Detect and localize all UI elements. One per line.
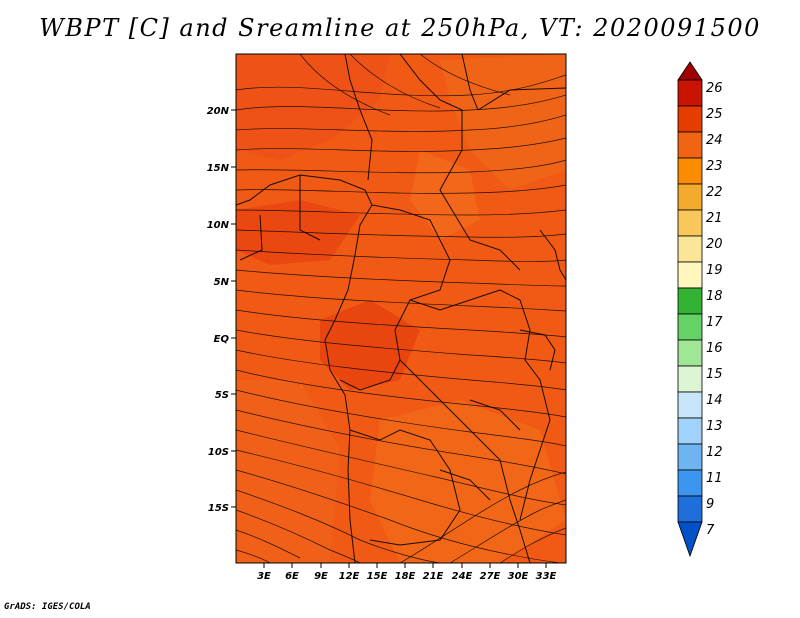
lat-label: EQ: [214, 334, 230, 345]
lon-label: 9E: [314, 571, 328, 582]
colorbar-swatch: [677, 79, 703, 107]
colorbar-label: 13: [706, 419, 723, 434]
colorbar-swatch: [677, 209, 703, 237]
lon-labels: 3E 6E 9E 12E 15E 18E 21E 24E 27E 30E 33E: [257, 571, 556, 582]
colorbar-swatch: [677, 495, 703, 523]
lon-label: 21E: [423, 571, 444, 582]
lon-label: 18E: [395, 571, 416, 582]
lat-labels: 20N 15N 10N 5N EQ 5S 10S 15S: [207, 106, 230, 514]
colorbar-swatch: [677, 365, 703, 393]
colorbar: [677, 61, 703, 558]
colorbar-swatch: [677, 391, 703, 419]
lat-label: 20N: [207, 106, 230, 117]
credit-text: GrADS: IGES/COLA: [4, 602, 91, 612]
lat-label: 5S: [215, 390, 229, 401]
lon-label: 27E: [480, 571, 501, 582]
colorbar-label: 19: [706, 263, 723, 278]
colorbar-swatch: [677, 339, 703, 367]
streamlines: [236, 54, 566, 563]
colorbar-label: 26: [706, 81, 723, 96]
lon-label: 33E: [536, 571, 557, 582]
lat-label: 10S: [208, 447, 229, 458]
colorbar-label: 18: [706, 289, 723, 304]
map-frame: [235, 53, 567, 564]
colorbar-swatch: [677, 313, 703, 341]
lat-axis: [231, 109, 236, 508]
lon-label: 24E: [452, 571, 473, 582]
lon-label: 12E: [339, 571, 360, 582]
colorbar-label: 16: [706, 341, 723, 356]
lat-label: 15S: [208, 503, 229, 514]
colorbar-swatch: [677, 469, 703, 497]
colorbar-label: 23: [706, 159, 723, 174]
colorbar-label: 12: [706, 445, 723, 460]
lon-label: 15E: [367, 571, 388, 582]
colorbar-labels: 26 25 24 23 22 21 20 19 18 17 16 15 14 1…: [706, 81, 723, 538]
lat-label: 15N: [207, 163, 230, 174]
lon-label: 6E: [285, 571, 299, 582]
colorbar-bottom-arrow: [677, 521, 703, 558]
colorbar-swatch: [677, 261, 703, 289]
colorbar-swatch: [677, 157, 703, 185]
colorbar-swatch: [677, 105, 703, 133]
colorbar-label: 7: [706, 523, 715, 538]
lat-label: 5N: [214, 277, 230, 288]
colorbar-label: 25: [706, 107, 723, 122]
colorbar-label: 11: [706, 471, 723, 486]
map-panel: [235, 53, 567, 564]
lon-label: 30E: [508, 571, 529, 582]
colorbar-swatch: [677, 131, 703, 159]
colorbar-label: 20: [706, 237, 723, 252]
lon-label: 3E: [257, 571, 271, 582]
colorbar-swatch: [677, 183, 703, 211]
colorbar-label: 9: [706, 497, 714, 512]
colorbar-label: 22: [706, 185, 723, 200]
colorbar-swatch: [677, 235, 703, 263]
lon-axis: [263, 563, 547, 568]
colorbar-top-arrow: [677, 61, 703, 81]
lat-label: 10N: [207, 220, 230, 231]
colorbar-label: 15: [706, 367, 723, 382]
colorbar-label: 17: [706, 315, 723, 330]
colorbar-swatch: [677, 287, 703, 315]
colorbar-label: 21: [706, 211, 723, 226]
colorbar-label: 14: [706, 393, 723, 408]
chart-title: WBPT [C] and Sreamline at 250hPa, VT: 20…: [39, 14, 761, 42]
colorbar-swatch: [677, 417, 703, 445]
colorbar-swatch: [677, 443, 703, 471]
colorbar-label: 24: [706, 133, 723, 148]
